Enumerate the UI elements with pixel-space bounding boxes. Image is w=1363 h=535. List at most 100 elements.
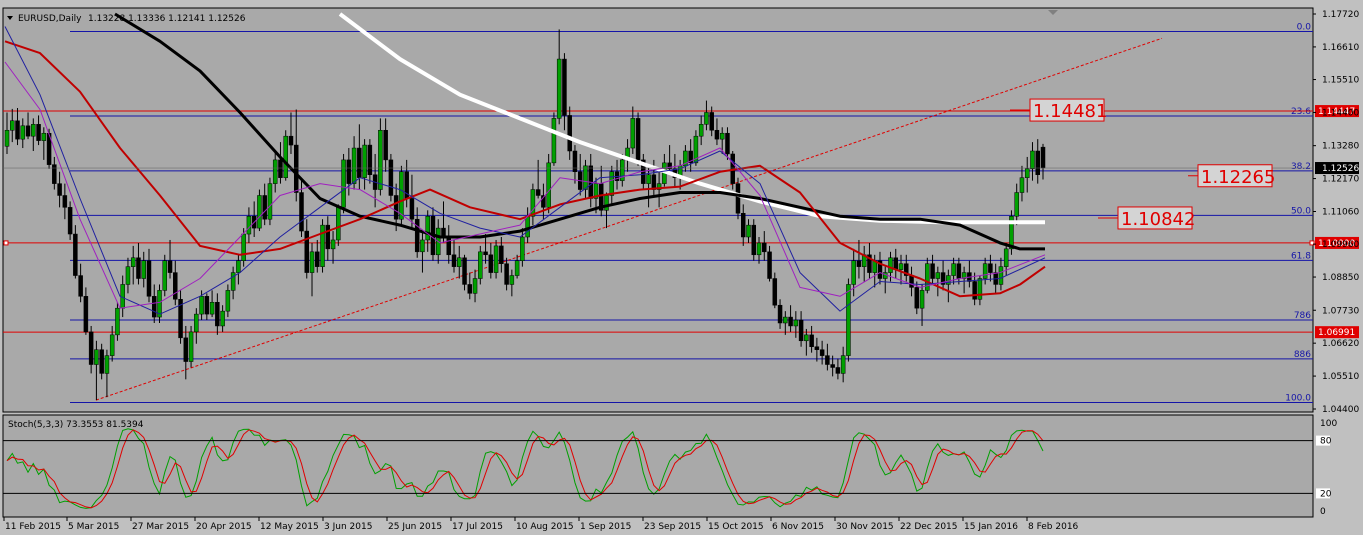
candle-body[interactable] — [746, 224, 751, 238]
candle-body[interactable] — [998, 266, 1004, 285]
candle-body[interactable] — [762, 242, 767, 253]
candle-body[interactable] — [772, 278, 778, 306]
candle-body[interactable] — [856, 260, 862, 267]
candle-body[interactable] — [467, 284, 473, 294]
candle-body[interactable] — [341, 159, 346, 208]
candle-body[interactable] — [898, 263, 904, 270]
candle-body[interactable] — [940, 272, 946, 285]
candle-body[interactable] — [357, 147, 362, 178]
candle-body[interactable] — [83, 296, 89, 333]
candle-body[interactable] — [109, 334, 115, 356]
candle-body[interactable] — [704, 112, 709, 125]
candle-body[interactable] — [246, 215, 252, 235]
candle-body[interactable] — [283, 135, 288, 178]
candle-body[interactable] — [1019, 177, 1025, 193]
candle-body[interactable] — [420, 239, 425, 253]
candle-body[interactable] — [236, 260, 241, 273]
candle-body[interactable] — [798, 319, 804, 342]
candle-body[interactable] — [162, 260, 168, 291]
candle-body[interactable] — [725, 132, 730, 155]
candle-body[interactable] — [1024, 168, 1030, 178]
candle-body[interactable] — [551, 118, 557, 164]
candle-body[interactable] — [520, 236, 525, 261]
candle-body[interactable] — [982, 263, 988, 279]
candle-body[interactable] — [499, 245, 504, 264]
candle-body[interactable] — [173, 272, 178, 300]
candle-body[interactable] — [935, 272, 941, 279]
candle-body[interactable] — [325, 224, 331, 250]
candle-body[interactable] — [961, 272, 967, 279]
candle-body[interactable] — [462, 257, 467, 285]
candle-body[interactable] — [157, 290, 162, 318]
candle-body[interactable] — [115, 307, 120, 336]
candle-body[interactable] — [956, 263, 962, 279]
trendline[interactable] — [95, 37, 1163, 401]
candle-body[interactable] — [909, 275, 914, 288]
candle-body[interactable] — [136, 257, 141, 279]
candle-body[interactable] — [825, 355, 830, 365]
candle-body[interactable] — [130, 257, 136, 267]
candle-body[interactable] — [756, 242, 762, 256]
candle-body[interactable] — [272, 159, 278, 184]
candle-body[interactable] — [646, 174, 651, 184]
candle-body[interactable] — [15, 120, 20, 140]
candle-body[interactable] — [556, 58, 562, 119]
collapse-icon[interactable] — [7, 16, 13, 20]
candle-body[interactable] — [241, 233, 246, 261]
candle-body[interactable] — [1035, 150, 1040, 175]
candle-body[interactable] — [451, 254, 457, 267]
candle-body[interactable] — [567, 115, 572, 152]
candle-body[interactable] — [667, 162, 672, 170]
candle-body[interactable] — [840, 355, 846, 374]
candle-body[interactable] — [215, 301, 220, 327]
candle-body[interactable] — [446, 236, 451, 256]
candle-body[interactable] — [525, 215, 530, 238]
candle-body[interactable] — [425, 215, 430, 241]
candle-body[interactable] — [262, 195, 267, 220]
candle-body[interactable] — [141, 260, 146, 279]
candle-body[interactable] — [1009, 215, 1014, 250]
candle-body[interactable] — [930, 263, 935, 279]
candle-body[interactable] — [925, 263, 930, 291]
candle-body[interactable] — [504, 263, 509, 285]
candle-body[interactable] — [414, 218, 420, 253]
candle-body[interactable] — [851, 260, 856, 285]
candle-body[interactable] — [399, 171, 404, 220]
candle-body[interactable] — [304, 230, 310, 273]
candle-body[interactable] — [220, 310, 225, 327]
candle-body[interactable] — [288, 135, 294, 146]
moving-average-line[interactable] — [4, 61, 1046, 309]
candle-body[interactable] — [25, 125, 31, 137]
candle-body[interactable] — [530, 189, 536, 217]
candle-body[interactable] — [199, 296, 204, 315]
candle-body[interactable] — [183, 337, 189, 362]
candle-body[interactable] — [893, 257, 899, 270]
candle-body[interactable] — [257, 195, 262, 229]
candle-body[interactable] — [788, 316, 793, 327]
candle-body[interactable] — [593, 183, 599, 199]
candle-body[interactable] — [278, 159, 283, 178]
candle-body[interactable] — [777, 304, 783, 324]
candle-body[interactable] — [867, 254, 872, 273]
moving-average-line[interactable] — [114, 12, 1045, 251]
candle-body[interactable] — [378, 129, 383, 190]
candle-body[interactable] — [188, 331, 194, 362]
shift-marker-icon[interactable] — [1048, 10, 1058, 15]
candle-body[interactable] — [535, 189, 541, 196]
candle-body[interactable] — [388, 159, 394, 196]
candle-body[interactable] — [651, 174, 657, 190]
candle-body[interactable] — [951, 263, 956, 276]
candle-body[interactable] — [36, 124, 41, 141]
candle-body[interactable] — [4, 129, 10, 147]
candle-body[interactable] — [346, 159, 352, 184]
price-pane[interactable] — [2, 7, 1314, 413]
candle-body[interactable] — [315, 251, 320, 267]
candle-body[interactable] — [457, 257, 462, 267]
candle-body[interactable] — [988, 263, 993, 273]
stochastic-pane[interactable] — [2, 414, 1314, 518]
candle-body[interactable] — [293, 144, 299, 193]
candle-body[interactable] — [225, 290, 231, 312]
candle-body[interactable] — [493, 245, 499, 273]
candle-body[interactable] — [635, 118, 641, 161]
